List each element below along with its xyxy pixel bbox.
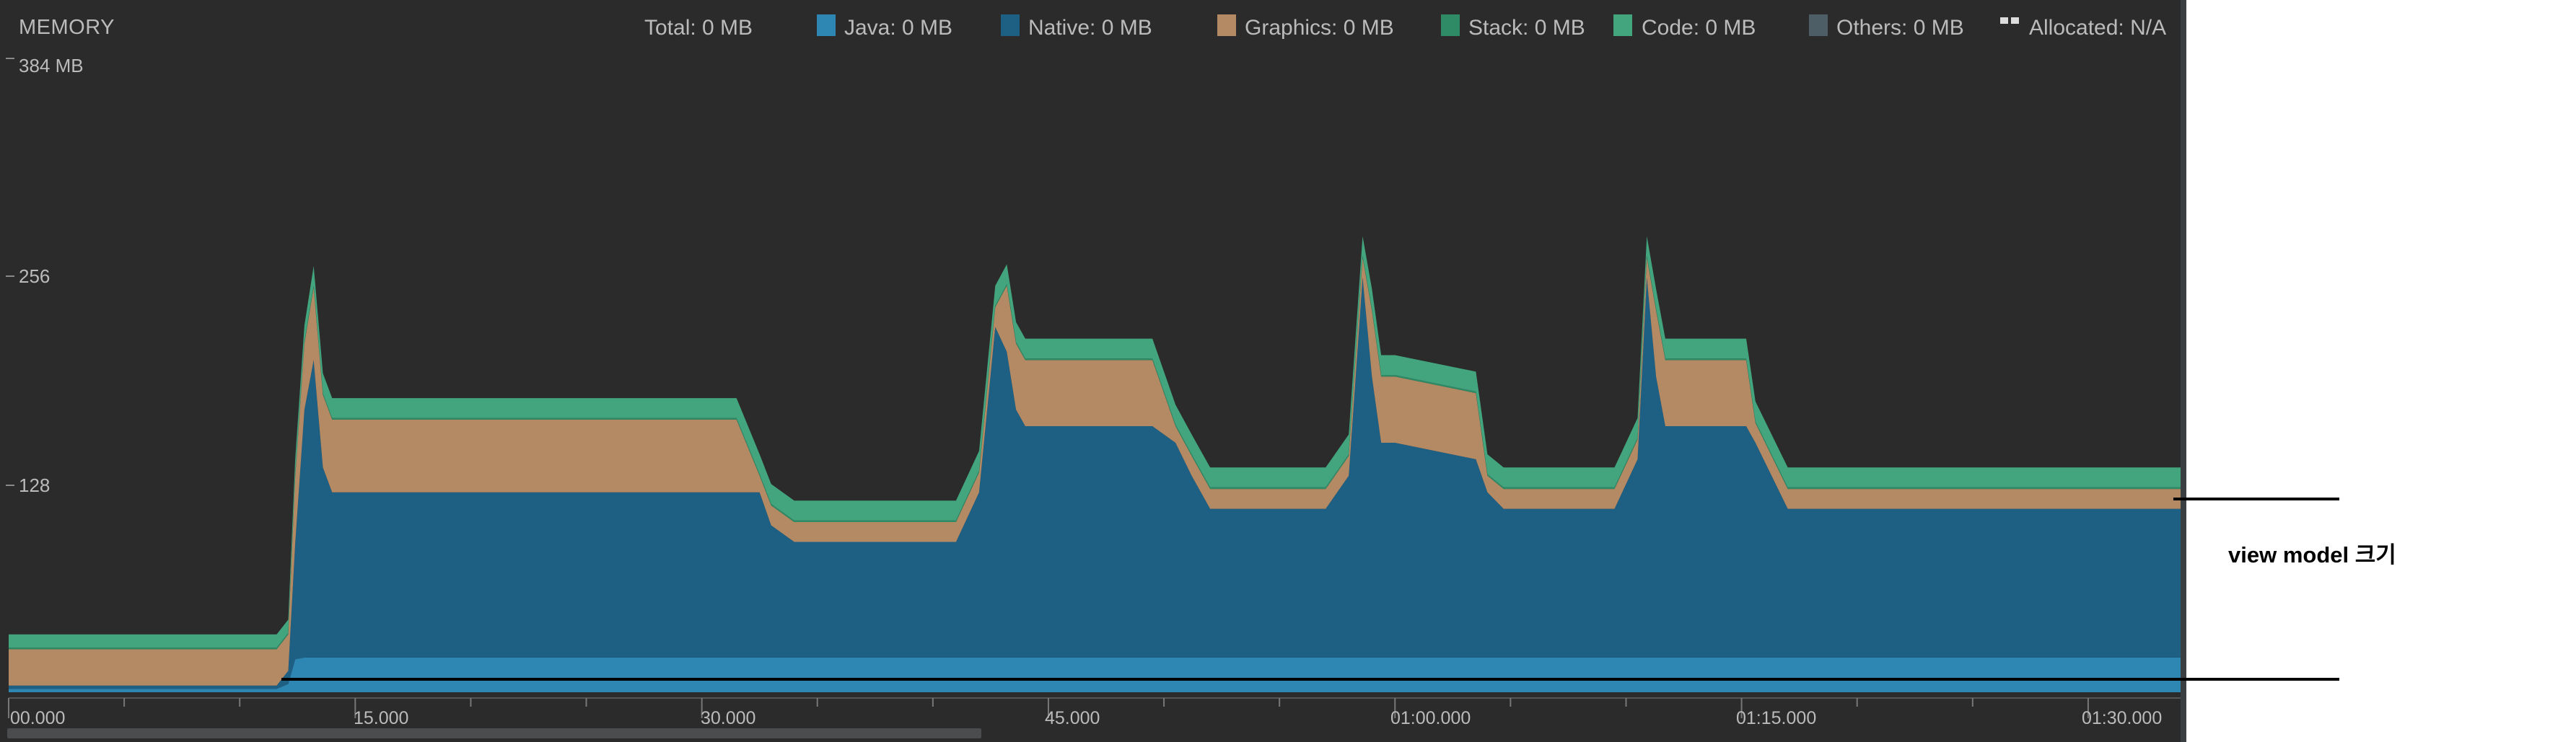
upper-reference-line — [2173, 497, 2339, 500]
timeline-scrollbar[interactable] — [7, 728, 981, 738]
legend-graphics: Graphics: 0 MB — [1245, 16, 1394, 40]
legend-allocated: Allocated: N/A — [2029, 16, 2167, 40]
panel-border — [2181, 0, 2186, 742]
x-label-90: 01:30.000 — [2082, 708, 2163, 728]
code-legend-swatch — [1613, 14, 1632, 36]
legend-stack: Stack: 0 MB — [1468, 16, 1585, 40]
y-tick-128 — [6, 485, 14, 486]
x-label-0: 00.000 — [10, 708, 66, 728]
memory-profiler-panel: MEMORY Total: 0 MB Java: 0 MB Native: 0 … — [0, 0, 2186, 742]
x-label-60: 01:00.000 — [1390, 708, 1471, 728]
graphics-legend-swatch — [1217, 14, 1236, 36]
x-label-45: 45.000 — [1045, 708, 1100, 728]
y-label-128: 128 — [19, 474, 51, 496]
others-legend-swatch — [1809, 14, 1828, 36]
native-legend-swatch — [1001, 14, 1020, 36]
legend-total: Total: 0 MB — [644, 16, 753, 40]
view-model-annotation: view model 크기 — [2228, 542, 2396, 567]
legend-others: Others: 0 MB — [1836, 16, 1964, 40]
x-label-30: 30.000 — [701, 708, 756, 728]
y-tick-top — [6, 58, 14, 59]
y-label-top: 384 MB — [19, 55, 84, 76]
java-memory-area — [9, 657, 2181, 692]
java-legend-swatch — [817, 14, 836, 36]
x-label-15: 15.000 — [354, 708, 409, 728]
legend-native: Native: 0 MB — [1028, 16, 1152, 40]
memory-legend: Total: 0 MB Java: 0 MB Native: 0 MB Grap… — [0, 14, 2186, 46]
graphics-memory-area — [9, 257, 2181, 686]
lower-reference-line — [281, 677, 2339, 681]
stack-legend-swatch — [1441, 14, 1460, 36]
allocated-dash-icon — [2000, 17, 2022, 27]
memory-chart — [8, 236, 2181, 718]
legend-code: Code: 0 MB — [1642, 16, 1756, 40]
memory-title: MEMORY — [19, 16, 115, 39]
x-label-75: 01:15.000 — [1736, 708, 1817, 728]
native-memory-area — [9, 277, 2181, 689]
y-label-256: 256 — [19, 265, 51, 287]
legend-java: Java: 0 MB — [844, 16, 953, 40]
y-tick-256 — [6, 275, 14, 277]
